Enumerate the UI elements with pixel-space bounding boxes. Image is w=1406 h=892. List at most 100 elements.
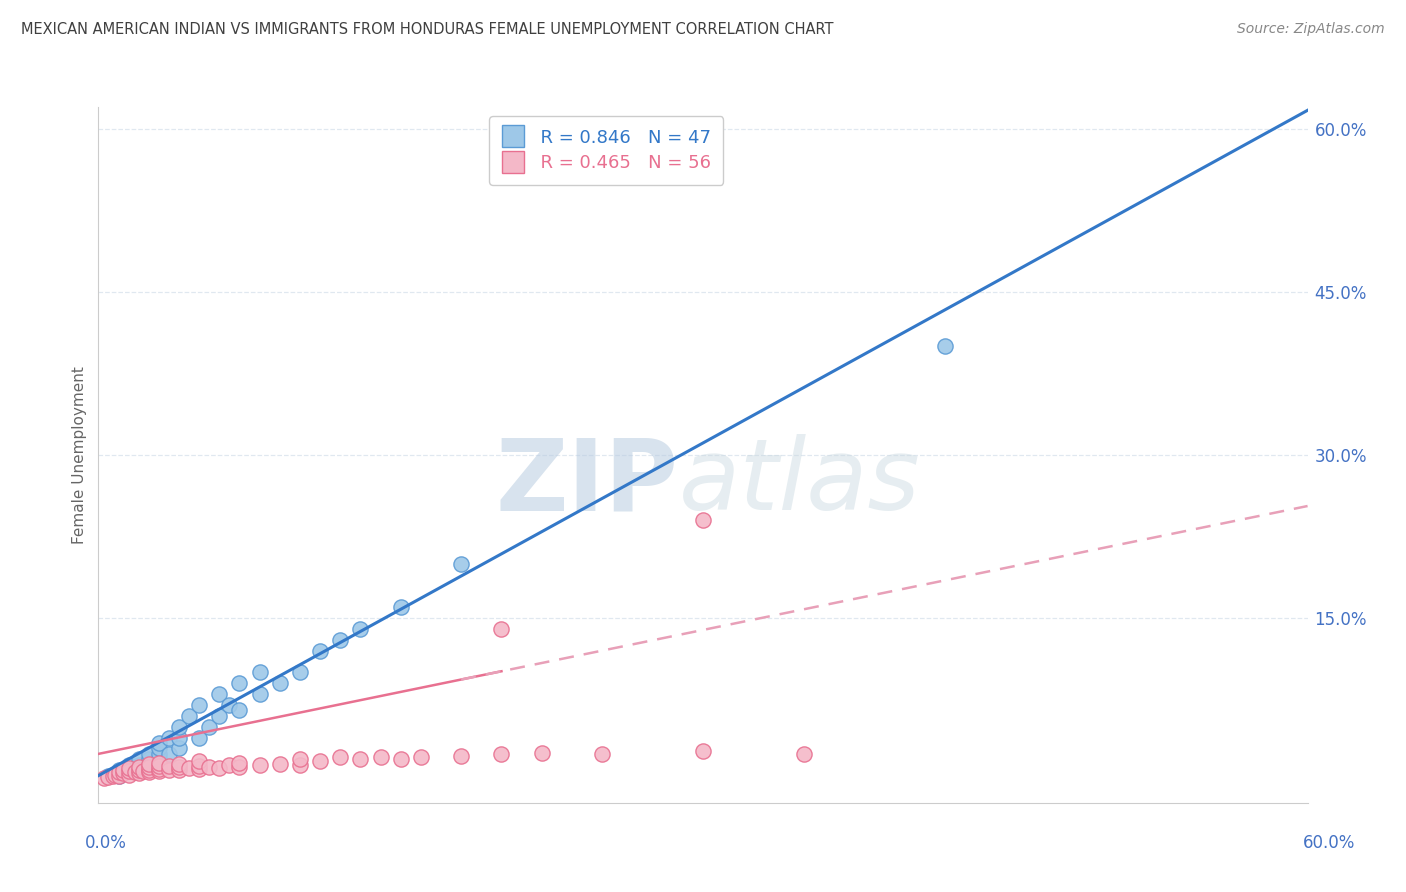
Point: [288, 752, 311, 766]
Point: [138, 763, 160, 777]
Point: [128, 763, 150, 777]
Point: [118, 757, 141, 772]
Point: [198, 760, 221, 774]
Point: [118, 763, 141, 777]
Point: [118, 767, 141, 781]
Point: [249, 665, 271, 680]
Point: [228, 760, 250, 774]
Text: 0.0%: 0.0%: [84, 834, 127, 852]
Point: [288, 757, 311, 772]
Point: [167, 763, 190, 777]
Point: [111, 765, 134, 780]
Point: [138, 757, 160, 772]
Point: [148, 741, 170, 756]
Point: [188, 762, 211, 776]
Point: [103, 767, 125, 781]
Point: [208, 708, 231, 723]
Point: [269, 756, 291, 771]
Point: [128, 752, 150, 766]
Point: [249, 757, 271, 772]
Point: [118, 761, 141, 775]
Text: MEXICAN AMERICAN INDIAN VS IMMIGRANTS FROM HONDURAS FEMALE UNEMPLOYMENT CORRELAT: MEXICAN AMERICAN INDIAN VS IMMIGRANTS FR…: [21, 22, 834, 37]
Point: [93, 771, 115, 785]
Point: [450, 749, 472, 764]
Point: [450, 557, 472, 571]
Point: [208, 761, 231, 775]
Point: [188, 731, 211, 745]
Point: [132, 764, 155, 779]
Point: [128, 766, 150, 780]
Point: [138, 760, 160, 774]
Point: [157, 763, 180, 777]
Point: [329, 632, 352, 647]
Point: [138, 747, 160, 761]
Point: [692, 744, 714, 758]
Legend:   R = 0.846   N = 47,   R = 0.465   N = 56: R = 0.846 N = 47, R = 0.465 N = 56: [489, 116, 724, 185]
Point: [793, 747, 815, 761]
Point: [138, 752, 160, 766]
Point: [167, 720, 190, 734]
Text: atlas: atlas: [679, 434, 921, 532]
Point: [491, 622, 513, 636]
Point: [389, 600, 412, 615]
Point: [148, 756, 170, 770]
Point: [107, 765, 129, 780]
Point: [179, 761, 201, 775]
Point: [107, 769, 129, 783]
Point: [530, 746, 553, 760]
Point: [97, 770, 120, 784]
Point: [491, 747, 513, 761]
Point: [107, 769, 129, 783]
Point: [329, 750, 352, 764]
Point: [138, 756, 160, 771]
Point: [124, 765, 146, 780]
Point: [188, 759, 211, 773]
Point: [157, 747, 180, 761]
Point: [208, 687, 231, 701]
Point: [148, 747, 170, 761]
Point: [591, 747, 613, 761]
Point: [188, 755, 211, 769]
Point: [107, 763, 129, 777]
Point: [934, 339, 956, 353]
Point: [228, 676, 250, 690]
Point: [111, 766, 134, 780]
Point: [167, 741, 190, 756]
Point: [167, 760, 190, 774]
Point: [148, 764, 170, 779]
Point: [288, 665, 311, 680]
Point: [370, 750, 392, 764]
Point: [218, 698, 240, 712]
Point: [157, 759, 180, 773]
Point: [97, 769, 120, 783]
Point: [148, 736, 170, 750]
Point: [128, 760, 150, 774]
Point: [218, 757, 240, 772]
Y-axis label: Female Unemployment: Female Unemployment: [72, 366, 87, 544]
Point: [148, 762, 170, 776]
Point: [349, 622, 371, 636]
Point: [692, 513, 714, 527]
Text: Source: ZipAtlas.com: Source: ZipAtlas.com: [1237, 22, 1385, 37]
Point: [349, 752, 371, 766]
Point: [409, 750, 432, 764]
Point: [128, 757, 150, 772]
Text: ZIP: ZIP: [496, 434, 679, 532]
Point: [148, 759, 170, 773]
Point: [269, 676, 291, 690]
Point: [118, 764, 141, 779]
Point: [167, 756, 190, 771]
Point: [148, 752, 170, 766]
Point: [249, 687, 271, 701]
Point: [309, 643, 332, 657]
Point: [157, 731, 180, 745]
Point: [124, 761, 146, 775]
Point: [101, 769, 124, 783]
Point: [228, 703, 250, 717]
Point: [179, 708, 201, 723]
Point: [228, 756, 250, 770]
Point: [198, 720, 221, 734]
Text: 60.0%: 60.0%: [1302, 834, 1355, 852]
Point: [309, 755, 332, 769]
Point: [188, 698, 211, 712]
